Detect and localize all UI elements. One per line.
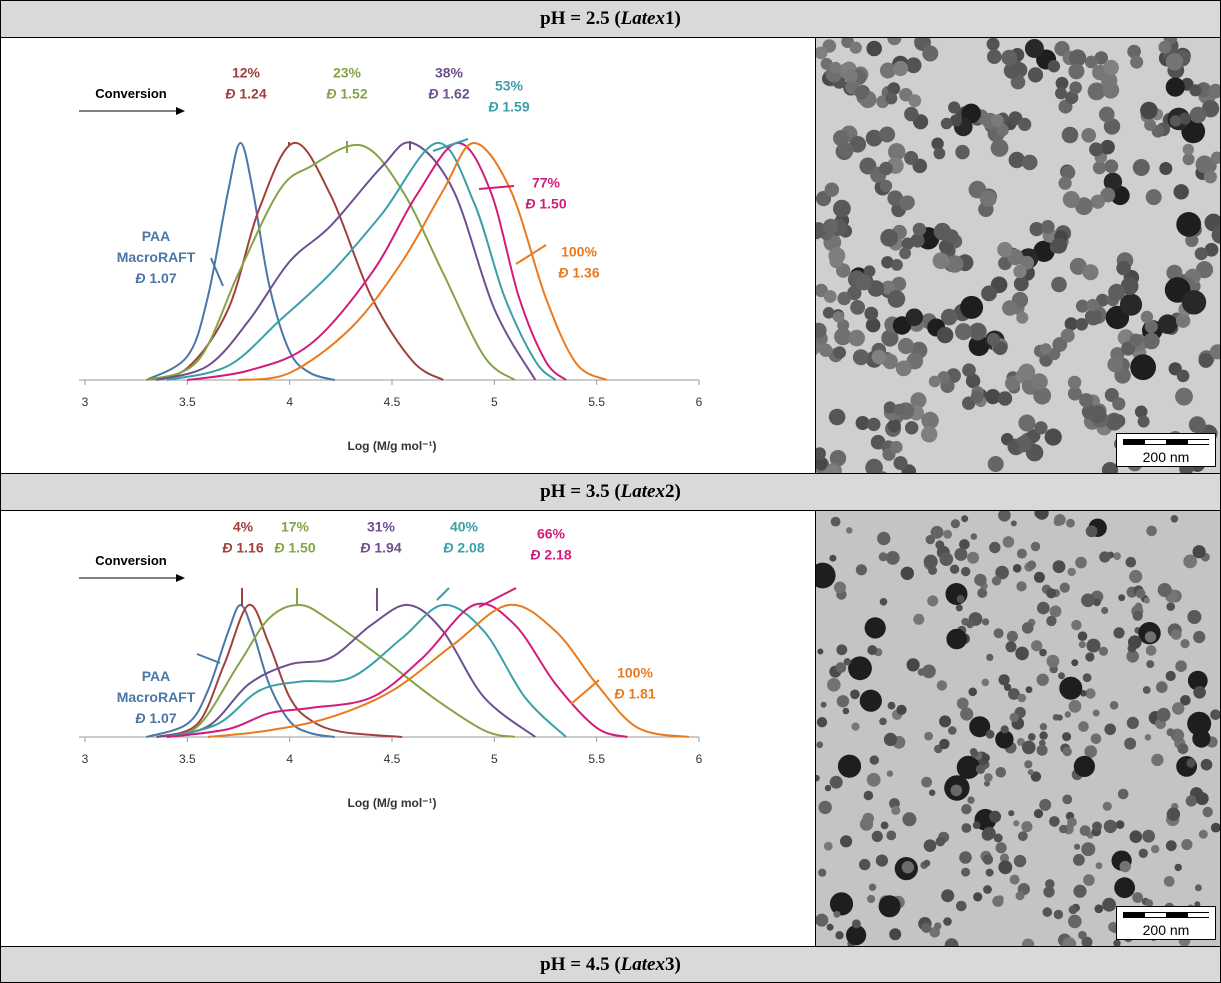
gpc-chart-latex-1: 3 3.5 4 4.5 5 5.5 6 Log (M/g mol⁻¹) Conversion PA… <box>79 65 703 453</box>
series-line <box>166 602 628 738</box>
series-label-leader <box>478 185 515 190</box>
series-label: Đ 2.08 <box>443 540 484 556</box>
header-suffix: 1) <box>665 8 681 29</box>
x-tick-label: 4.5 <box>384 395 401 409</box>
series-label: PAA <box>142 228 171 244</box>
scale-bar-1: 200 nm <box>1116 433 1216 467</box>
x-tick-label: 5 <box>491 752 498 766</box>
series-label-leader <box>570 679 600 705</box>
series-label: 40% <box>450 519 479 535</box>
series-label: 77% <box>532 175 561 191</box>
x-tick-label: 6 <box>696 752 703 766</box>
x-tick-label: 4 <box>286 752 293 766</box>
panel-header-1: pH = 2.5 (Latex 1) <box>0 0 1221 38</box>
series-label: MacroRAFT <box>117 249 196 265</box>
series-label: Đ 1.50 <box>525 196 566 212</box>
series-label: Đ 1.16 <box>222 540 263 556</box>
header-latex: Latex <box>620 481 665 502</box>
tem-micrograph-1 <box>816 38 1220 473</box>
x-tick-label: 3 <box>82 395 89 409</box>
series-line <box>156 603 403 738</box>
header-prefix: pH = 3.5 ( <box>540 481 621 502</box>
series-label: Đ 1.52 <box>326 86 367 102</box>
header-latex: Latex <box>620 953 665 975</box>
tem-image-1: 200 nm <box>815 37 1221 474</box>
x-tick-label: 5.5 <box>588 395 605 409</box>
x-axis-label: Log (M/g mol⁻¹) <box>348 796 437 810</box>
x-tick-label: 6 <box>696 395 703 409</box>
x-tick-label: 3 <box>82 752 89 766</box>
series-label: MacroRAFT <box>117 689 196 705</box>
series-label: Đ 2.18 <box>530 547 571 563</box>
header-prefix: pH = 2.5 ( <box>540 8 621 29</box>
series-label: 100% <box>617 665 653 681</box>
x-tick-label: 4.5 <box>384 752 401 766</box>
series-label-leader <box>432 138 469 152</box>
conversion-label: Conversion <box>95 86 167 101</box>
series-label: 66% <box>537 526 566 542</box>
series-line <box>146 603 335 738</box>
series-label: 31% <box>367 519 396 535</box>
series-label-leader <box>210 257 224 287</box>
x-axis-label: Log (M/g mol⁻¹) <box>348 439 437 453</box>
header-suffix: 2) <box>665 481 681 502</box>
series-line <box>156 603 516 738</box>
series-line <box>156 603 536 738</box>
panel-header-3: pH = 4.5 (Latex 3) <box>0 946 1221 983</box>
x-tick-label: 5 <box>491 395 498 409</box>
series-label: 100% <box>561 244 597 260</box>
series-line <box>166 603 567 738</box>
scale-bar-label-1: 200 nm <box>1142 449 1190 465</box>
header-suffix: 3) <box>665 953 681 975</box>
series-label-leader <box>478 587 517 608</box>
series-line <box>207 603 689 738</box>
conversion-arrowhead <box>176 574 185 582</box>
x-tick-label: 5.5 <box>588 752 605 766</box>
series-label: Đ 1.94 <box>360 540 401 556</box>
header-latex: Latex <box>620 8 665 29</box>
conversion-arrowhead <box>176 107 185 115</box>
series-label-leader <box>196 653 221 664</box>
series-line <box>187 141 567 381</box>
header-prefix: pH = 4.5 ( <box>540 953 621 975</box>
tem-micrograph-2 <box>816 511 1220 946</box>
series-label: Đ 1.59 <box>488 99 529 115</box>
series-label: Đ 1.07 <box>135 270 176 286</box>
chart-cell-1: 3 3.5 4 4.5 5 5.5 6 Log (M/g mol⁻¹) Conversion PA… <box>0 37 816 474</box>
conversion-label: Conversion <box>95 553 167 568</box>
panel-header-2: pH = 3.5 (Latex 2) <box>0 473 1221 511</box>
series-label: 23% <box>333 65 362 81</box>
series-line <box>156 141 537 381</box>
series-label: Đ 1.50 <box>274 540 315 556</box>
series-label: 53% <box>495 78 524 94</box>
series-label: Đ 1.36 <box>558 265 599 281</box>
x-tick-label: 3.5 <box>179 752 196 766</box>
gpc-chart-latex-2: 3 3.5 4 4.5 5 5.5 6 Log (M/g mol⁻¹) Conversion PA… <box>79 519 703 810</box>
series-label-leader <box>515 244 547 265</box>
scale-bar-2: 200 nm <box>1116 906 1216 940</box>
series-line <box>146 143 516 381</box>
series-label: Đ 1.62 <box>428 86 469 102</box>
series-label: Đ 1.81 <box>614 686 655 702</box>
series-label: 12% <box>232 65 261 81</box>
scale-bar-label-2: 200 nm <box>1142 922 1190 938</box>
series-line <box>145 141 335 381</box>
series-label: 38% <box>435 65 464 81</box>
series-label: Đ 1.07 <box>135 710 176 726</box>
chart-cell-2: 3 3.5 4 4.5 5 5.5 6 Log (M/g mol⁻¹) Conversion PA… <box>0 510 816 947</box>
series-label: 17% <box>281 519 310 535</box>
tem-image-2: 200 nm <box>815 510 1221 947</box>
series-line <box>166 142 557 381</box>
x-tick-label: 4 <box>286 395 293 409</box>
series-line <box>238 141 608 381</box>
series-label-leader <box>436 587 450 601</box>
series-label: Đ 1.24 <box>225 86 266 102</box>
x-tick-label: 3.5 <box>179 395 196 409</box>
series-label: PAA <box>142 668 171 684</box>
series-label: 4% <box>233 519 254 535</box>
